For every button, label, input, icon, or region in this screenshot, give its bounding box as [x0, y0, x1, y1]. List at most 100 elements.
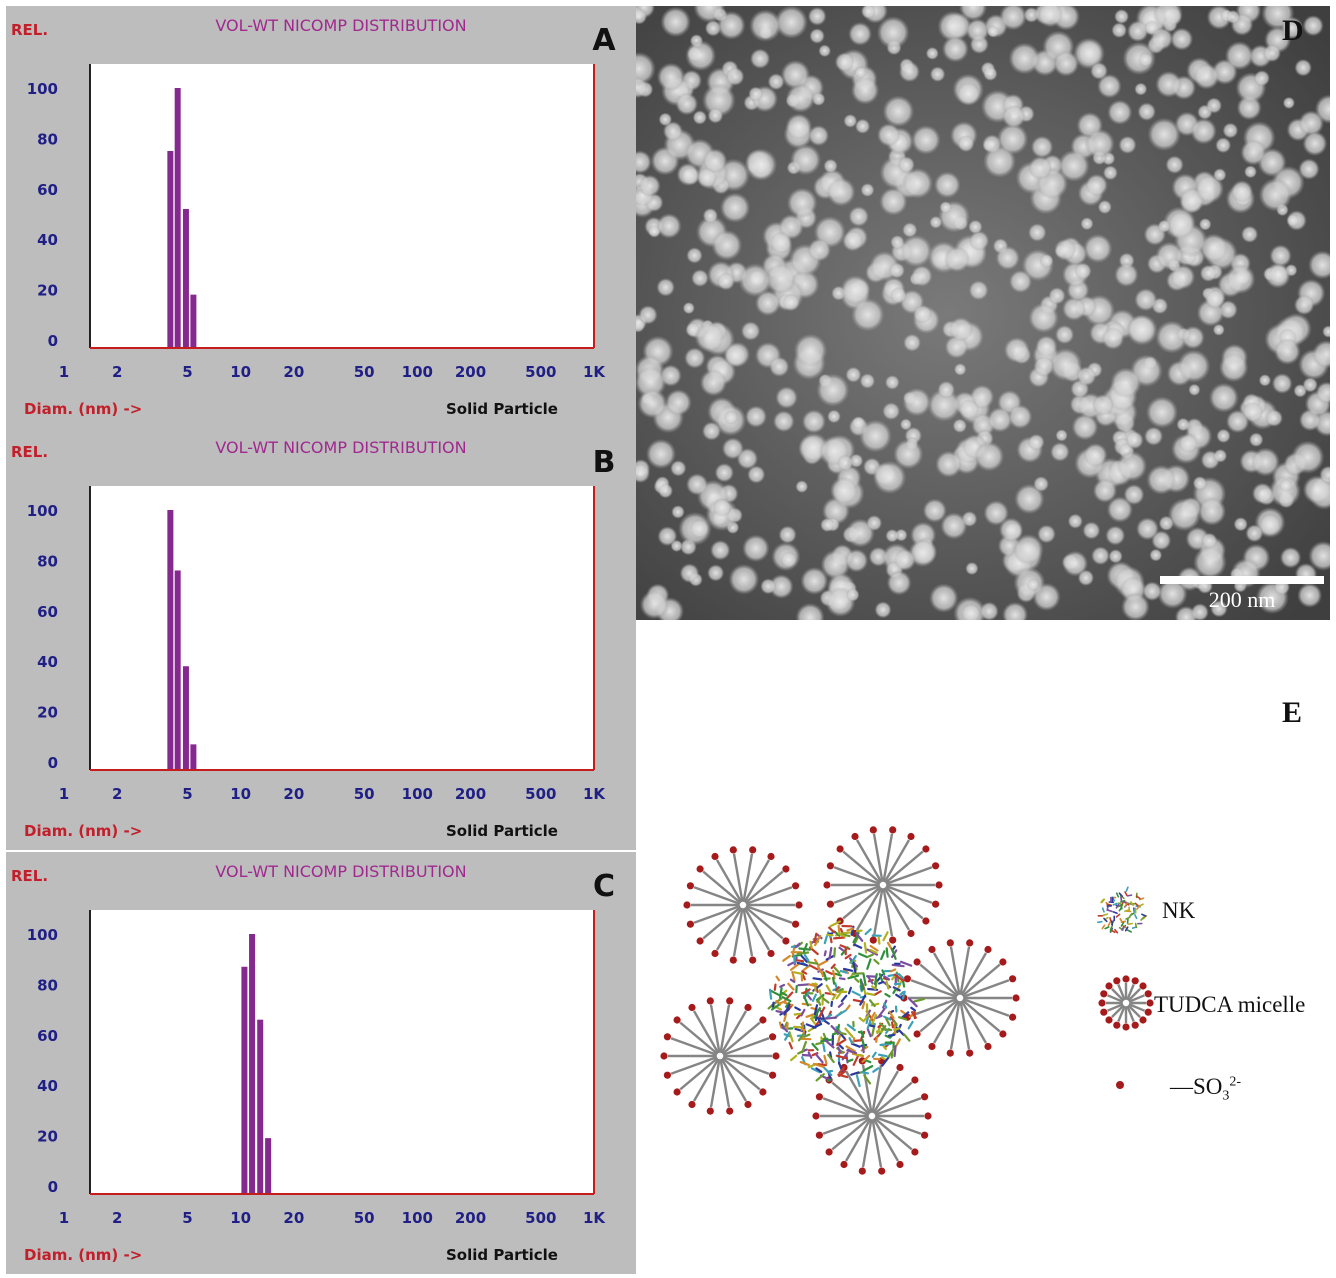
- y-tick-label: 100: [27, 926, 58, 944]
- rel-label: REL.: [11, 443, 48, 461]
- plot-area: [90, 486, 594, 770]
- nanoparticle: [823, 159, 837, 173]
- nanoparticle: [1265, 409, 1283, 427]
- x-tick-label: 5: [182, 363, 192, 381]
- nanoparticle: [887, 570, 912, 595]
- nanoparticle: [894, 549, 916, 571]
- nanoparticle: [770, 232, 793, 255]
- nanoparticle: [842, 230, 863, 251]
- nanoparticle: [1148, 118, 1181, 151]
- x-tick-label: 5: [182, 1209, 192, 1227]
- nanoparticle: [1028, 303, 1059, 334]
- panel-letter-e: E: [1282, 696, 1302, 730]
- nanoparticle: [1116, 451, 1147, 482]
- distribution-bar: [183, 209, 189, 347]
- nanoparticle: [1050, 442, 1070, 462]
- x-tick-label: 10: [230, 1209, 251, 1227]
- nanoparticle: [745, 406, 767, 428]
- nanoparticle: [1206, 97, 1222, 113]
- nanoparticle: [711, 230, 742, 261]
- nanoparticle: [638, 175, 660, 197]
- legend-label-nk: NK: [1162, 898, 1195, 924]
- nanoparticle: [808, 238, 831, 261]
- nanoparticle: [640, 590, 669, 619]
- nanoparticle: [1225, 41, 1254, 70]
- nanoparticle: [1090, 62, 1108, 80]
- nanoparticle: [1181, 326, 1205, 350]
- nanoparticle: [980, 602, 999, 620]
- nanoparticle: [658, 483, 673, 498]
- nanoparticle: [1259, 178, 1293, 212]
- nanoparticle: [830, 477, 858, 505]
- nanoparticle: [1150, 27, 1173, 50]
- nanoparticle: [861, 183, 875, 197]
- x-tick-label: 200: [455, 785, 486, 803]
- nanoparticle: [1134, 83, 1147, 96]
- nanoparticle: [957, 135, 974, 152]
- x-tick-label: 10: [230, 785, 251, 803]
- nanoparticle: [683, 302, 695, 314]
- nanoparticle: [1219, 353, 1249, 383]
- x-tick-label: 500: [525, 785, 556, 803]
- nanoparticle: [903, 334, 921, 352]
- nanoparticle: [1297, 583, 1322, 608]
- rel-label: REL.: [11, 867, 48, 885]
- nanoparticle: [760, 578, 776, 594]
- y-tick-label: 40: [37, 231, 58, 249]
- nanoparticle: [1146, 465, 1176, 495]
- nanoparticle: [808, 125, 829, 146]
- nanoparticle: [974, 441, 1004, 471]
- nanoparticle: [1085, 129, 1115, 159]
- nanoparticle: [1159, 516, 1174, 531]
- nanoparticle: [851, 76, 879, 104]
- x-tick-label: 1K: [583, 363, 606, 381]
- nanoparticle: [1155, 71, 1182, 98]
- nanoparticle: [1188, 384, 1200, 396]
- tudca-micelle: [900, 939, 1019, 1056]
- nanoparticle: [656, 278, 675, 297]
- nanoparticle: [1259, 374, 1271, 386]
- distribution-bar: [257, 1020, 263, 1193]
- nanoparticle: [926, 47, 939, 60]
- schematic-panel: E NK TUDCA micelle —SO32-: [640, 690, 1336, 1273]
- nanoparticle: [1027, 579, 1040, 592]
- nanoparticle: [659, 113, 673, 127]
- legend-micelle-icon: [1098, 975, 1153, 1030]
- nanoparticle: [1252, 483, 1274, 505]
- tem-micrograph-panel: 200 nm D: [636, 6, 1330, 620]
- nanoparticle: [1077, 366, 1097, 386]
- nanoparticle: [686, 473, 708, 495]
- nanoparticle: [1213, 449, 1227, 463]
- x-tick-label: 50: [354, 363, 375, 381]
- nanoparticle: [795, 480, 808, 493]
- chart-title: VOL-WT NICOMP DISTRIBUTION: [215, 862, 466, 881]
- nanoparticle: [1028, 223, 1047, 242]
- nanoparticle: [1118, 136, 1136, 154]
- nanoparticle: [1201, 533, 1217, 549]
- mode-label: Solid Particle: [446, 822, 558, 840]
- x-tick-label: 20: [283, 785, 304, 803]
- nanoparticle: [1291, 441, 1324, 474]
- nanoparticle: [1105, 526, 1125, 546]
- nanoparticle: [738, 263, 772, 297]
- y-tick-label: 60: [37, 181, 58, 199]
- nanoparticle: [1035, 335, 1057, 357]
- nanoparticle: [1124, 484, 1145, 505]
- nanoparticle: [845, 549, 869, 573]
- nanoparticle: [1195, 174, 1224, 203]
- nanoparticle: [708, 108, 724, 124]
- nanoparticle: [957, 82, 981, 106]
- plot-area: [90, 910, 594, 1194]
- nanoparticle: [999, 518, 1024, 543]
- nanoparticle: [1058, 150, 1090, 182]
- nanoparticle: [1126, 431, 1144, 449]
- nanoparticle: [742, 535, 770, 563]
- y-tick-label: 20: [37, 282, 58, 300]
- y-tick-label: 80: [37, 552, 58, 570]
- nanoparticle: [700, 369, 727, 396]
- nanoparticle: [877, 16, 910, 49]
- nanoparticle: [1053, 50, 1079, 76]
- panel-letter-a: A: [592, 23, 616, 58]
- x-axis-title: Diam. (nm) ->: [24, 400, 142, 418]
- nanoparticle: [1177, 349, 1210, 382]
